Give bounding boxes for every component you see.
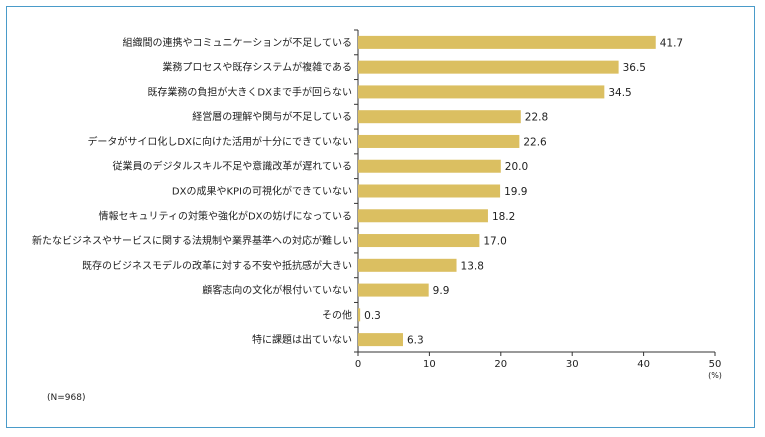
category-label: 顧客志向の文化が根付いていない (202, 284, 352, 297)
value-label: 17.0 (483, 236, 506, 248)
bar (358, 283, 429, 297)
category-label: データがサイロ化しDXに向けた活用が十分にできていない (87, 135, 352, 148)
category-label: 組織間の連携やコミュニケーションが不足している (123, 36, 353, 49)
sample-size-note: (N=968) (47, 393, 86, 403)
category-label: 特に課題は出ていない (252, 333, 352, 346)
bar (358, 85, 605, 99)
x-axis-unit: (%) (708, 371, 722, 380)
category-label: DXの成果やKPIの可視化ができていない (172, 185, 352, 198)
category-label: 新たなビジネスやサービスに関する法規制や業界基準への対応が難しい (32, 234, 352, 247)
bar (358, 308, 361, 322)
x-tick-label: 40 (637, 359, 650, 370)
bar (358, 209, 488, 223)
value-label: 41.7 (660, 37, 683, 49)
value-label: 0.3 (364, 310, 381, 322)
value-label: 13.8 (461, 260, 484, 272)
value-label: 19.9 (504, 186, 527, 198)
value-label: 22.8 (525, 112, 548, 124)
bar (358, 35, 656, 49)
category-label: 従業員のデジタルスキル不足や意識改革が遅れている (113, 160, 353, 173)
category-label: 経営層の理解や関与が不足している (192, 110, 352, 123)
value-label: 6.3 (407, 335, 424, 347)
category-label: 既存のビジネスモデルの改革に対する不安や抵抗感が大きい (82, 259, 352, 272)
value-label: 20.0 (505, 161, 528, 173)
x-tick-label: 20 (494, 359, 507, 370)
value-label: 36.5 (623, 62, 646, 74)
bar (358, 134, 520, 148)
category-label: その他 (322, 308, 352, 321)
bar (358, 234, 480, 248)
category-label: 業務プロセスや既存システムが複雑である (162, 61, 352, 74)
x-tick-label: 0 (355, 359, 361, 370)
value-label: 18.2 (492, 211, 515, 223)
bar (358, 110, 521, 124)
value-label: 34.5 (608, 87, 631, 99)
category-label: 既存業務の負担が大きくDXまで手が回らない (147, 85, 352, 98)
value-label: 22.6 (523, 136, 547, 148)
bar (358, 333, 403, 347)
category-label: 情報セキュリティの対策や強化がDXの妨げになっている (99, 209, 352, 222)
bar (358, 258, 457, 272)
value-label: 9.9 (433, 285, 450, 297)
bar (358, 184, 501, 198)
x-tick-label: 10 (423, 359, 436, 370)
bar (358, 60, 619, 74)
x-tick-label: 50 (709, 359, 722, 370)
x-tick-label: 30 (566, 359, 579, 370)
bar (358, 159, 501, 173)
